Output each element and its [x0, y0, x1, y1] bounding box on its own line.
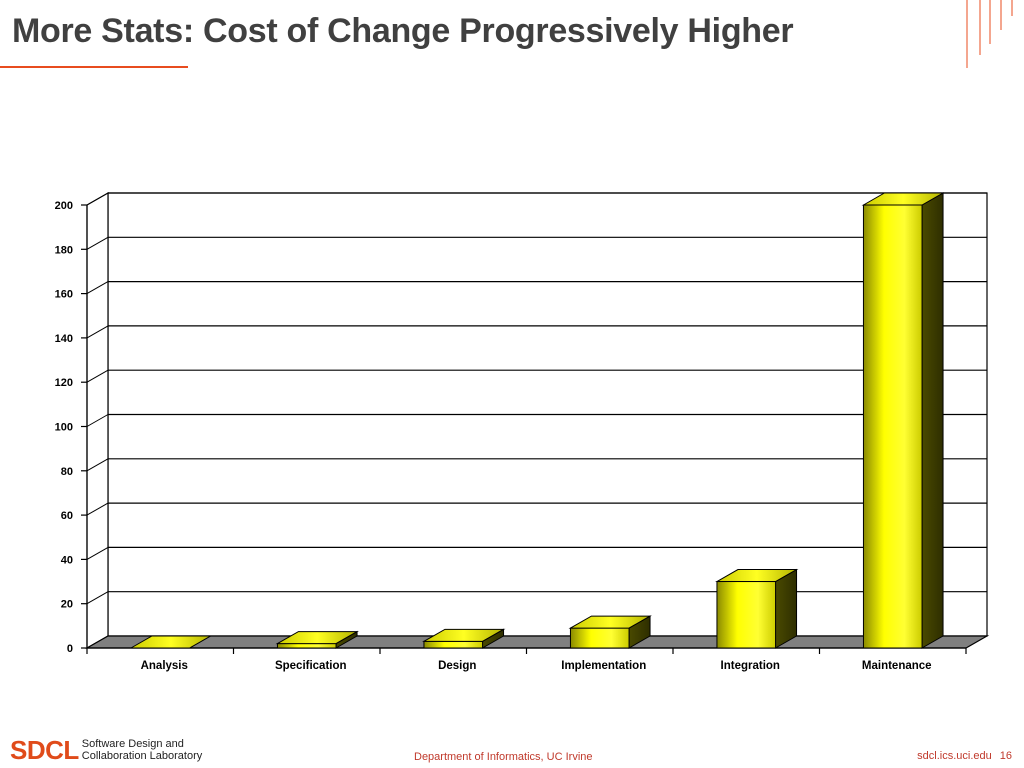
x-tick-label: Specification — [275, 660, 347, 672]
bar-analysis — [129, 635, 213, 649]
bar-chart: 0 20 40 60 80 100 120 140 160 180 200 Analysis Speci… — [55, 191, 990, 672]
y-tick-label: 40 — [61, 554, 73, 566]
bar-top — [422, 628, 506, 642]
title-underline — [0, 66, 188, 68]
gridline-depth — [86, 281, 109, 295]
footer-logo: SDCL Software Design and Collaboration L… — [10, 735, 202, 765]
y-tick-label: 120 — [55, 377, 73, 389]
gridline-depth — [86, 192, 109, 206]
bar-top — [861, 192, 945, 206]
bar-front — [423, 640, 484, 649]
gridline-depth — [86, 369, 109, 383]
gridline-depth — [86, 236, 109, 250]
bar-maintenance — [861, 192, 945, 649]
logo-mark: SDCL — [10, 735, 79, 765]
bar-front — [716, 581, 777, 649]
x-tick-label: Maintenance — [862, 660, 932, 672]
bar-implementation — [568, 615, 652, 649]
y-tick-label: 200 — [55, 200, 73, 212]
bar-specification — [275, 630, 359, 649]
logo-line-2: Collaboration Laboratory — [81, 750, 203, 762]
y-tick-label: 80 — [61, 466, 73, 478]
page-number: 16 — [999, 750, 1012, 762]
bar-top — [275, 631, 359, 645]
x-tick-label: Integration — [721, 660, 780, 672]
logo-subtitle: Software Design and Collaboration Labora… — [82, 738, 202, 762]
gridline-depth — [86, 458, 109, 472]
footer-url: sdcl.ics.uci.edu 16 — [909, 750, 1012, 762]
x-tick-label: Analysis — [141, 660, 188, 672]
chart-floor — [84, 635, 990, 649]
decorative-lines — [966, 0, 1013, 68]
logo-line-1: Software Design and — [81, 738, 184, 750]
y-tick-label: 20 — [61, 599, 73, 611]
x-tick-label: Design — [438, 660, 476, 672]
y-tick-label: 160 — [55, 289, 73, 301]
bar-integration — [715, 568, 799, 649]
y-tick-label: 140 — [55, 333, 73, 345]
y-tick-label: 180 — [55, 244, 73, 256]
gridline-depth — [86, 325, 109, 339]
bar-side — [775, 568, 798, 649]
gridline-depth — [86, 591, 109, 605]
y-tick-label: 0 — [67, 643, 73, 655]
footer-url-text: sdcl.ics.uci.edu — [917, 750, 992, 762]
y-tick-label: 100 — [55, 422, 73, 434]
bar-design — [422, 628, 506, 649]
y-tick-label: 60 — [61, 510, 73, 522]
footer-department: Department of Informatics, UC Irvine — [414, 751, 593, 763]
bar-top — [568, 615, 652, 629]
gridline-depth — [86, 502, 109, 516]
bar-front — [862, 204, 923, 649]
bar-front — [276, 643, 337, 649]
slide-title: More Stats: Cost of Change Progressively… — [12, 12, 794, 50]
bar-side — [921, 192, 944, 649]
bar-top — [715, 569, 799, 583]
bar-front — [569, 627, 630, 649]
x-tick-label: Implementation — [561, 660, 646, 672]
bar-top — [129, 635, 213, 649]
gridline-depth — [86, 414, 109, 427]
gridline-depth — [86, 546, 109, 560]
